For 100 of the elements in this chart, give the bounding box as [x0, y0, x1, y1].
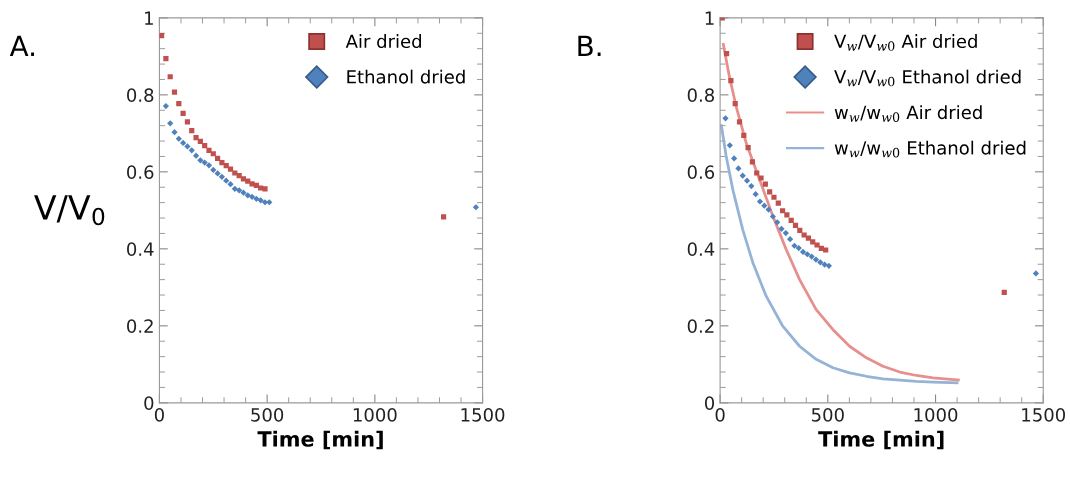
- x-tick-label: 0: [154, 408, 164, 422]
- y-tick-label: 0.4: [687, 242, 715, 256]
- y-tick-label: 0.4: [127, 242, 154, 256]
- point: [188, 147, 195, 154]
- point: [749, 159, 756, 165]
- point: [193, 134, 199, 141]
- y-tick-label: 0.6: [127, 165, 154, 179]
- point: [825, 262, 833, 269]
- x-axis-title: Time [min]: [257, 430, 383, 450]
- point: [240, 189, 247, 196]
- point: [162, 102, 169, 110]
- point: [180, 139, 187, 147]
- point: [765, 206, 772, 213]
- point: [192, 152, 200, 159]
- point: [472, 204, 479, 211]
- point: [731, 155, 738, 162]
- x-tick-label: 500: [251, 408, 284, 422]
- point: [184, 143, 191, 150]
- point: [248, 193, 256, 200]
- point: [735, 165, 742, 172]
- legend-label: w$_{w}$/w$_{w0}$ Air dried: [834, 105, 982, 122]
- point: [767, 189, 773, 195]
- x-tick-label: 0: [715, 408, 725, 422]
- point: [814, 242, 820, 248]
- point: [741, 132, 747, 138]
- point: [808, 253, 815, 260]
- x-axis-title: Time [min]: [818, 430, 944, 450]
- y-tick-label: 0.8: [687, 88, 715, 102]
- point: [176, 101, 182, 107]
- y-tick-label: 0: [704, 396, 715, 410]
- point: [745, 145, 751, 151]
- point: [219, 160, 225, 166]
- point: [218, 173, 226, 180]
- x-tick-label: 1000: [914, 408, 958, 422]
- legend-label: Ethanol dried: [347, 69, 465, 84]
- point: [736, 119, 743, 125]
- y-tick-label: 0: [144, 396, 154, 410]
- point: [784, 212, 790, 218]
- point: [167, 120, 174, 127]
- x-tick-label: 1500: [1022, 408, 1066, 422]
- point: [210, 166, 217, 174]
- point: [175, 135, 182, 142]
- point: [812, 256, 820, 263]
- point: [171, 89, 178, 95]
- x-tick-label: 1000: [353, 408, 397, 422]
- y-tick-label: 1: [145, 11, 153, 25]
- point: [205, 162, 213, 169]
- point: [743, 177, 751, 184]
- point: [756, 198, 764, 205]
- point: [180, 110, 186, 116]
- point: [771, 194, 777, 200]
- point: [262, 186, 268, 192]
- point: [795, 244, 802, 252]
- point: [189, 128, 195, 134]
- point: [1032, 270, 1040, 277]
- point: [726, 142, 733, 149]
- y-tick-label: 0.8: [127, 88, 154, 102]
- point: [732, 101, 738, 107]
- x-tick-label: 500: [811, 408, 844, 422]
- point: [728, 78, 734, 84]
- legend-label: V$_{w}$/V$_{w0}$ Air dried: [834, 34, 977, 51]
- point: [788, 217, 794, 223]
- y-tick-label: 1: [705, 11, 714, 25]
- point: [257, 197, 264, 204]
- point: [804, 251, 811, 258]
- legend-label: V$_{w}$/V$_{w0}$ Ethanol dried: [834, 69, 1021, 87]
- point: [197, 157, 204, 164]
- point: [232, 170, 238, 176]
- point: [227, 181, 234, 188]
- point: [206, 147, 212, 153]
- point: [769, 213, 776, 220]
- x-tick-label: 1500: [461, 408, 505, 422]
- point: [163, 56, 169, 62]
- legend-label: Air dried: [345, 34, 421, 49]
- point: [202, 143, 208, 149]
- point: [184, 119, 191, 125]
- point: [782, 229, 789, 237]
- point: [775, 200, 781, 206]
- point: [787, 236, 794, 243]
- point: [791, 242, 798, 249]
- point: [799, 248, 807, 256]
- point: [722, 115, 729, 122]
- point: [805, 235, 812, 241]
- point: [1001, 289, 1007, 295]
- point: [723, 51, 730, 57]
- y-tick-label: 0.2: [127, 319, 153, 333]
- y-axis-title: V/V$_{0}$: [34, 195, 105, 226]
- point: [774, 219, 781, 226]
- point: [762, 181, 768, 187]
- point: [792, 222, 799, 228]
- point: [167, 74, 173, 80]
- point: [761, 202, 768, 209]
- y-tick-label: 0.6: [687, 165, 715, 179]
- text: B.: [578, 35, 601, 56]
- point: [231, 185, 238, 192]
- point: [739, 172, 746, 179]
- point: [797, 227, 803, 233]
- point: [171, 129, 178, 136]
- point: [801, 232, 807, 238]
- point: [201, 159, 208, 166]
